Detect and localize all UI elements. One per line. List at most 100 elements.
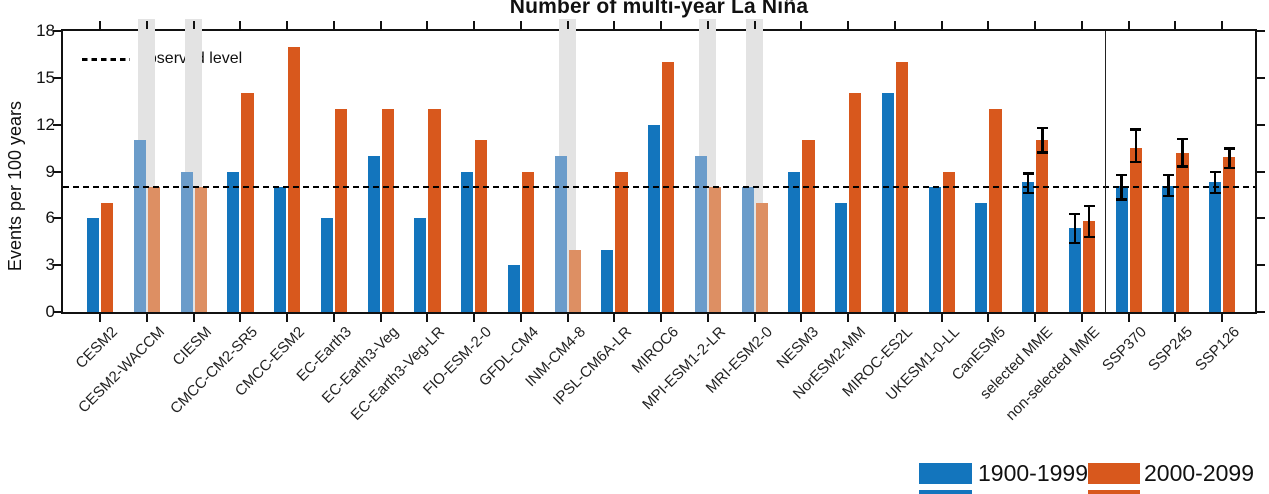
x-tick-top-CIESM xyxy=(192,21,195,29)
bar-1900-1999-IPSL-CM6A-LR xyxy=(601,249,614,312)
bar-1900-1999-MPI-ESM1-2-LR xyxy=(694,155,707,312)
error-cap-bottom-1900-1999-non-selected MME xyxy=(1069,241,1081,245)
x-tick-bottom-CMCC-ESM2 xyxy=(286,314,289,322)
x-label-text-MPI-ESM1-2-LR: MPI-ESM1-2-LR xyxy=(639,323,729,414)
bar-2000-2099-CMCC-CM2-SR5 xyxy=(241,93,254,312)
y-tick-left-6 xyxy=(53,217,61,220)
bar-2000-2099-NorESM2-MM xyxy=(849,93,862,312)
x-label-text-SSP370: SSP370 xyxy=(1098,323,1150,375)
x-tick-bottom-MIROC-ES2L xyxy=(893,314,896,322)
y-tick-right-18 xyxy=(1257,30,1265,32)
x-tick-top-EC-Earth3-Veg xyxy=(379,21,382,29)
error-whisker-1900-1999-selected MME xyxy=(1026,173,1030,194)
error-cap-top-2000-2099-SSP370 xyxy=(1130,128,1142,131)
y-tick-left-15 xyxy=(53,76,61,79)
x-tick-top-SSP370 xyxy=(1127,21,1130,29)
clipped-legend-swatch-orange xyxy=(1088,490,1140,494)
ssp-divider-line xyxy=(1104,31,1107,312)
x-tick-bottom-MRI-ESM2-0 xyxy=(753,314,756,322)
bar-2000-2099-CESM2-WACCM xyxy=(147,187,161,312)
bar-1900-1999-selected MME xyxy=(1022,182,1035,312)
bar-1900-1999-MRI-ESM2-0 xyxy=(741,187,754,312)
y-tick-right-3 xyxy=(1257,264,1265,267)
y-tick-right-0 xyxy=(1257,311,1265,313)
bar-2000-2099-EC-Earth3 xyxy=(334,109,348,312)
x-tick-bottom-CIESM xyxy=(192,314,195,322)
y-tick-right-12 xyxy=(1257,123,1265,126)
y-tick-left-9 xyxy=(53,170,61,173)
bar-1900-1999-CanESM5 xyxy=(975,202,988,312)
clipped-legend-swatch-blue xyxy=(919,490,972,494)
x-label-text-SSP126: SSP126 xyxy=(1192,323,1244,375)
y-tick-label-12: 12 xyxy=(36,114,55,134)
bar-2000-2099-CanESM5 xyxy=(989,109,1002,312)
error-cap-bottom-2000-2099-SSP245 xyxy=(1177,165,1189,168)
x-tick-top-SSP245 xyxy=(1174,21,1177,29)
y-tick-left-12 xyxy=(53,123,61,126)
error-whisker-2000-2099-non-selected MME xyxy=(1087,205,1091,238)
x-tick-top-NESM3 xyxy=(800,21,803,29)
bar-2000-2099-GFDL-CM4 xyxy=(521,171,535,312)
x-tick-top-CanESM5 xyxy=(987,21,990,29)
bar-1900-1999-SSP245 xyxy=(1162,185,1175,312)
error-cap-top-1900-1999-non-selected MME xyxy=(1069,212,1081,216)
y-tick-right-15 xyxy=(1257,76,1265,79)
error-cap-bottom-1900-1999-SSP126 xyxy=(1209,191,1221,195)
x-tick-top-INM-CM4-8 xyxy=(566,21,569,29)
x-tick-bottom-EC-Earth3 xyxy=(332,314,335,322)
error-cap-top-2000-2099-SSP126 xyxy=(1223,147,1235,150)
bar-1900-1999-non-selected MME xyxy=(1068,227,1081,312)
x-tick-bottom-IPSL-CM6A-LR xyxy=(613,314,616,322)
error-cap-top-2000-2099-non-selected MME xyxy=(1083,204,1095,208)
legend-label-2000-2099: 2000-2099 xyxy=(1144,460,1254,486)
x-tick-bottom-SSP245 xyxy=(1174,314,1177,322)
y-tick-label-18: 18 xyxy=(36,21,55,40)
y-tick-label-0: 0 xyxy=(45,302,55,321)
x-tick-top-MPI-ESM1-2-LR xyxy=(706,21,709,29)
x-tick-top-NorESM2-MM xyxy=(847,21,850,29)
x-tick-bottom-SSP126 xyxy=(1221,314,1224,322)
error-cap-bottom-2000-2099-SSP370 xyxy=(1130,160,1142,164)
x-tick-bottom-CMCC-CM2-SR5 xyxy=(239,314,242,322)
bar-1900-1999-SSP370 xyxy=(1115,185,1128,312)
legend-swatch-2000-2099 xyxy=(1088,463,1140,484)
x-tick-bottom-FIO-ESM-2-0 xyxy=(473,314,476,322)
bar-2000-2099-CMCC-ESM2 xyxy=(288,46,301,312)
bar-2000-2099-SSP126 xyxy=(1223,157,1236,312)
bar-2000-2099-EC-Earth3-Veg xyxy=(381,109,394,312)
error-cap-top-1900-1999-selected MME xyxy=(1022,172,1034,175)
bar-1900-1999-MIROC-ES2L xyxy=(881,93,894,312)
error-whisker-2000-2099-SSP126 xyxy=(1228,148,1231,169)
bar-2000-2099-EC-Earth3-Veg-LR xyxy=(428,109,441,312)
bar-2000-2099-MPI-ESM1-2-LR xyxy=(708,187,722,312)
error-whisker-1900-1999-SSP126 xyxy=(1213,171,1217,194)
y-tick-label-3: 3 xyxy=(45,255,55,275)
x-tick-bottom-INM-CM4-8 xyxy=(566,314,569,322)
x-tick-top-CESM2-WACCM xyxy=(145,21,148,29)
error-whisker-1900-1999-SSP245 xyxy=(1167,174,1170,197)
x-tick-top-MIROC6 xyxy=(660,21,663,29)
legend-swatch-1900-1999 xyxy=(919,463,972,484)
x-tick-top-non-selected MME xyxy=(1080,21,1083,29)
x-tick-bottom-UKESM1-0-LL xyxy=(940,314,943,322)
x-tick-top-CMCC-CM2-SR5 xyxy=(239,21,242,29)
bar-2000-2099-INM-CM4-8 xyxy=(568,249,581,312)
bar-1900-1999-CESM2 xyxy=(87,218,100,312)
bar-1900-1999-EC-Earth3-Veg xyxy=(367,155,380,312)
legend-label-1900-1999: 1900-1999 xyxy=(978,460,1088,486)
bar-2000-2099-SSP370 xyxy=(1129,148,1142,312)
x-tick-bottom-NorESM2-MM xyxy=(847,314,850,322)
x-label-text-SSP245: SSP245 xyxy=(1145,323,1197,375)
bar-2000-2099-CIESM xyxy=(194,187,207,312)
chart-title: Number of multi-year La Niña xyxy=(509,0,809,18)
x-tick-bottom-EC-Earth3-Veg xyxy=(379,314,382,322)
y-tick-right-6 xyxy=(1257,217,1265,220)
x-tick-top-GFDL-CM4 xyxy=(519,21,522,29)
x-tick-bottom-GFDL-CM4 xyxy=(519,314,522,322)
observed-level-line-sample xyxy=(82,58,130,61)
x-tick-top-EC-Earth3 xyxy=(332,21,335,29)
x-label-text-CIESM: CIESM xyxy=(169,323,215,370)
x-tick-bottom-CanESM5 xyxy=(987,314,990,322)
x-tick-bottom-CESM2 xyxy=(99,314,102,322)
